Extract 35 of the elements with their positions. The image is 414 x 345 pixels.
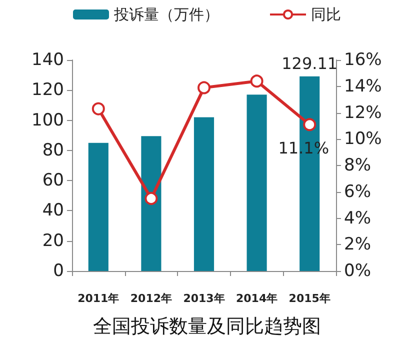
y2-tick-label: 16%: [344, 50, 382, 70]
point: [303, 118, 316, 132]
y-tick-label: 120: [32, 80, 64, 100]
y2-tick-label: 8%: [344, 156, 371, 176]
y-tick-label: 20: [42, 230, 64, 251]
bar: [194, 117, 214, 271]
y2-tick-label: 14%: [344, 76, 382, 96]
y-tick-label: 40: [42, 200, 64, 221]
x-tick-label: 2015年: [288, 292, 330, 305]
point: [250, 74, 264, 88]
y2-tick-label: 12%: [344, 102, 382, 123]
point: [198, 81, 210, 94]
y-tick-label: 0: [53, 261, 64, 281]
point: [92, 102, 105, 116]
y2-tick-label: 6%: [344, 182, 371, 202]
legend-label: 同比: [311, 6, 341, 24]
x-tick-label: 2013年: [183, 292, 225, 305]
y-tick-label: 60: [42, 170, 64, 191]
y2-tick-label: 4%: [344, 208, 371, 228]
y2-tick-label: 0%: [344, 261, 371, 281]
y-tick-label: 100: [32, 110, 64, 130]
legend-label: 投诉量（万件）: [113, 6, 219, 24]
x-tick-label: 2012年: [130, 292, 172, 305]
y-tick-label: 80: [42, 140, 64, 160]
y2-tick-label: 10%: [344, 129, 382, 150]
y2-tick-label: 2%: [344, 234, 371, 255]
y-tick-label: 140: [32, 50, 64, 70]
bar: [141, 136, 162, 271]
text: 全国投诉数量及同比趋势图: [93, 316, 321, 338]
data-label: 129.11: [282, 54, 338, 73]
x-tick-label: 2011年: [78, 292, 120, 305]
x-tick-label: 2014年: [236, 292, 278, 305]
bar: [88, 142, 108, 271]
point: [144, 192, 158, 205]
bar: [246, 94, 267, 271]
